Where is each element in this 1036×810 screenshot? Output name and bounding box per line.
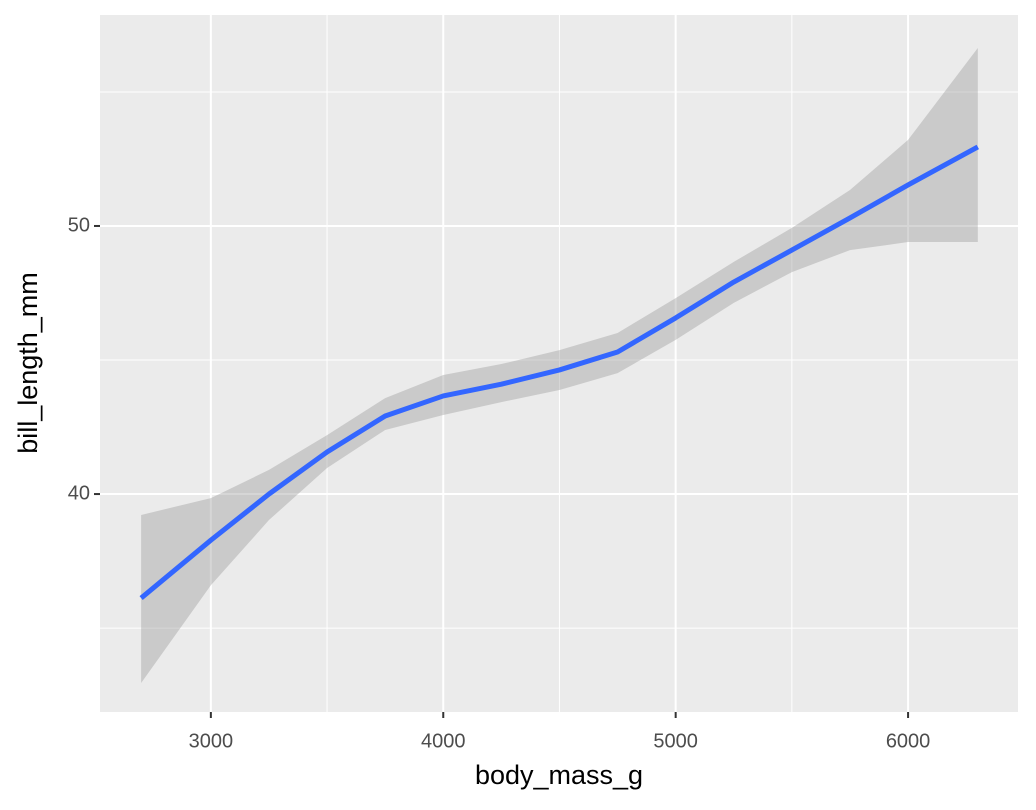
x-tick-label: 4000 <box>421 730 466 752</box>
x-tick-label: 3000 <box>189 730 234 752</box>
x-tick-label: 6000 <box>886 730 931 752</box>
y-axis-title: bill_length_mm <box>13 272 43 454</box>
y-tick-label: 50 <box>68 214 90 236</box>
x-tick-label: 5000 <box>653 730 698 752</box>
y-tick-label: 40 <box>68 482 90 504</box>
x-axis-title: body_mass_g <box>475 760 643 790</box>
smooth-line <box>139 144 979 600</box>
confidence-band <box>141 47 978 684</box>
